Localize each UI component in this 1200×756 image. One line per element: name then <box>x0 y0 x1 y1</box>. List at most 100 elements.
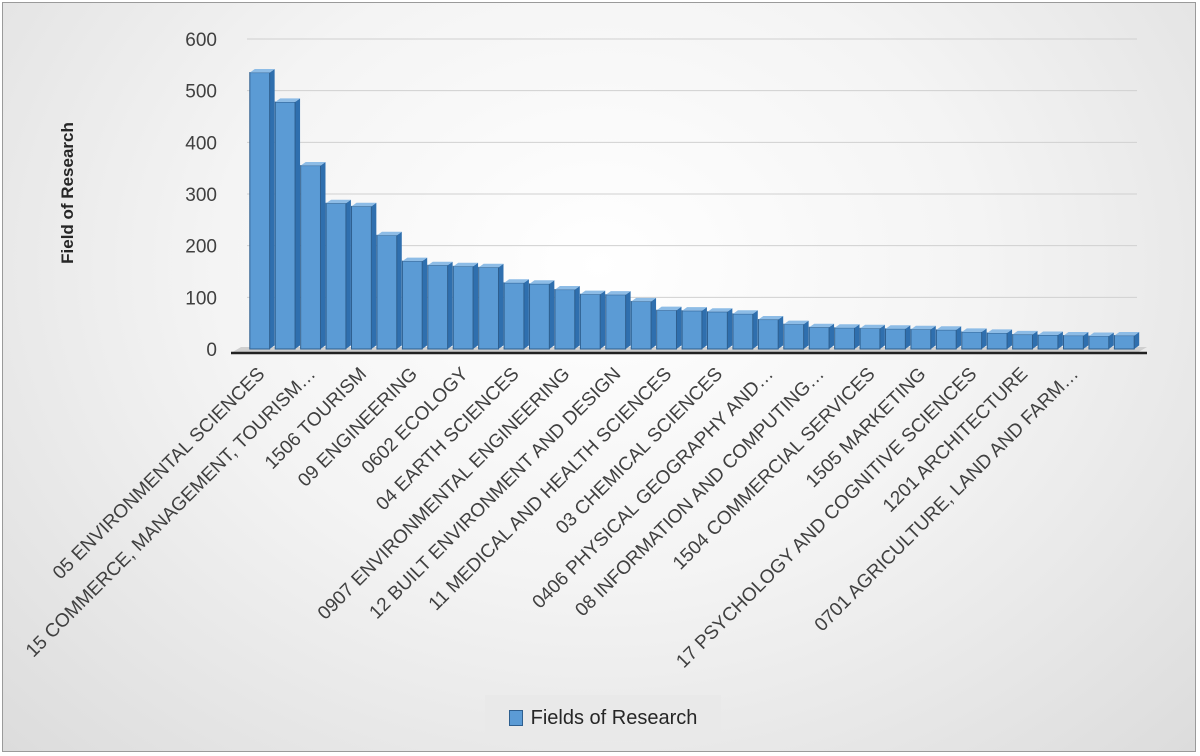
bar <box>605 291 631 350</box>
bar-front <box>1063 335 1084 350</box>
bar-top <box>275 98 301 103</box>
bar-top <box>682 307 707 311</box>
bar-side <box>879 324 885 349</box>
x-category-label: 05 ENVIRONMENTAL SCIENCES <box>49 364 269 584</box>
bar-side <box>396 231 402 349</box>
bar-front <box>757 319 779 350</box>
bar-top <box>1063 331 1089 336</box>
bar-side <box>1007 329 1013 349</box>
bar-side <box>676 306 682 349</box>
bar-front <box>834 327 855 350</box>
bar-front <box>681 310 703 350</box>
bar-side <box>854 324 860 349</box>
bar-front <box>529 283 550 350</box>
bar <box>783 320 809 350</box>
bar-front <box>935 329 957 350</box>
bar-side <box>803 320 809 349</box>
bar-top <box>860 324 885 329</box>
bar-top <box>936 326 962 330</box>
bar-side <box>345 199 351 349</box>
bar-side <box>549 280 555 349</box>
bar <box>300 161 326 350</box>
bar-top <box>656 306 682 311</box>
bar-side <box>1032 330 1038 349</box>
bar-front <box>707 311 728 350</box>
bar <box>452 262 479 350</box>
bar-front <box>554 289 576 350</box>
bar-top <box>758 315 784 320</box>
bar-top <box>453 262 479 267</box>
bar-side <box>1108 332 1114 349</box>
bar <box>1088 332 1114 350</box>
bar-front <box>961 331 983 350</box>
bar-front <box>274 101 296 350</box>
bar <box>478 263 504 350</box>
bar <box>1063 331 1089 350</box>
bar-front <box>503 282 525 350</box>
bar-front <box>376 234 398 350</box>
bar <box>427 261 453 350</box>
bar-top <box>554 285 580 290</box>
bar <box>401 257 428 350</box>
bar-front <box>630 300 652 350</box>
bar-top <box>605 291 631 295</box>
bar-top <box>504 279 529 283</box>
bar-top <box>427 261 453 266</box>
bar <box>1037 331 1063 350</box>
bar-top <box>783 320 809 325</box>
bar <box>986 329 1013 350</box>
bar <box>630 297 657 350</box>
bar-front <box>427 264 449 350</box>
bar-front <box>351 205 372 350</box>
bar <box>351 202 377 350</box>
bar-top <box>961 328 987 332</box>
bar <box>579 290 606 350</box>
bar-top <box>1038 331 1063 336</box>
y-tick-label: 400 <box>185 133 217 154</box>
bar-chart: 0 100 200 300 400 500 600 05 ENVIRONMENTAL SCI… <box>22 30 1147 672</box>
bar-side <box>905 325 911 349</box>
bar-top <box>326 199 351 204</box>
bar-side <box>829 323 835 349</box>
bar <box>503 279 529 350</box>
bar <box>910 325 936 350</box>
bar-top <box>249 68 275 73</box>
bar <box>834 324 860 350</box>
bar <box>376 231 402 350</box>
bar-side <box>727 308 733 349</box>
legend-label: Fields of Research <box>530 706 698 729</box>
bar <box>249 68 275 350</box>
bar-front <box>478 266 499 350</box>
bar <box>554 285 580 350</box>
bar <box>656 306 682 350</box>
bar-side <box>295 98 301 349</box>
bar-top <box>885 325 911 329</box>
y-axis-ticks: 0 100 200 300 400 500 600 <box>185 30 217 361</box>
bar-top <box>1012 330 1038 335</box>
bar-front <box>732 313 754 350</box>
bar <box>961 328 987 350</box>
bar-side <box>600 290 606 349</box>
bar-front <box>249 72 271 350</box>
bar <box>274 98 301 350</box>
bar-front <box>579 293 601 350</box>
bar-top <box>402 257 428 262</box>
bar-side <box>625 291 631 349</box>
bar-top <box>910 325 936 330</box>
bar-top <box>809 323 835 328</box>
bar-top <box>987 329 1013 333</box>
bar-side <box>752 310 758 349</box>
bar-front <box>808 326 830 350</box>
bar-front <box>605 294 627 350</box>
bar-side <box>981 328 987 349</box>
bar-front <box>401 260 423 350</box>
bar-top <box>478 263 504 268</box>
bar-side <box>930 325 936 349</box>
bar-front <box>910 328 932 350</box>
bar-front <box>1113 335 1135 350</box>
bar <box>1012 330 1038 350</box>
bar <box>325 199 351 350</box>
bar-top <box>351 202 377 207</box>
bar-front <box>859 327 881 350</box>
